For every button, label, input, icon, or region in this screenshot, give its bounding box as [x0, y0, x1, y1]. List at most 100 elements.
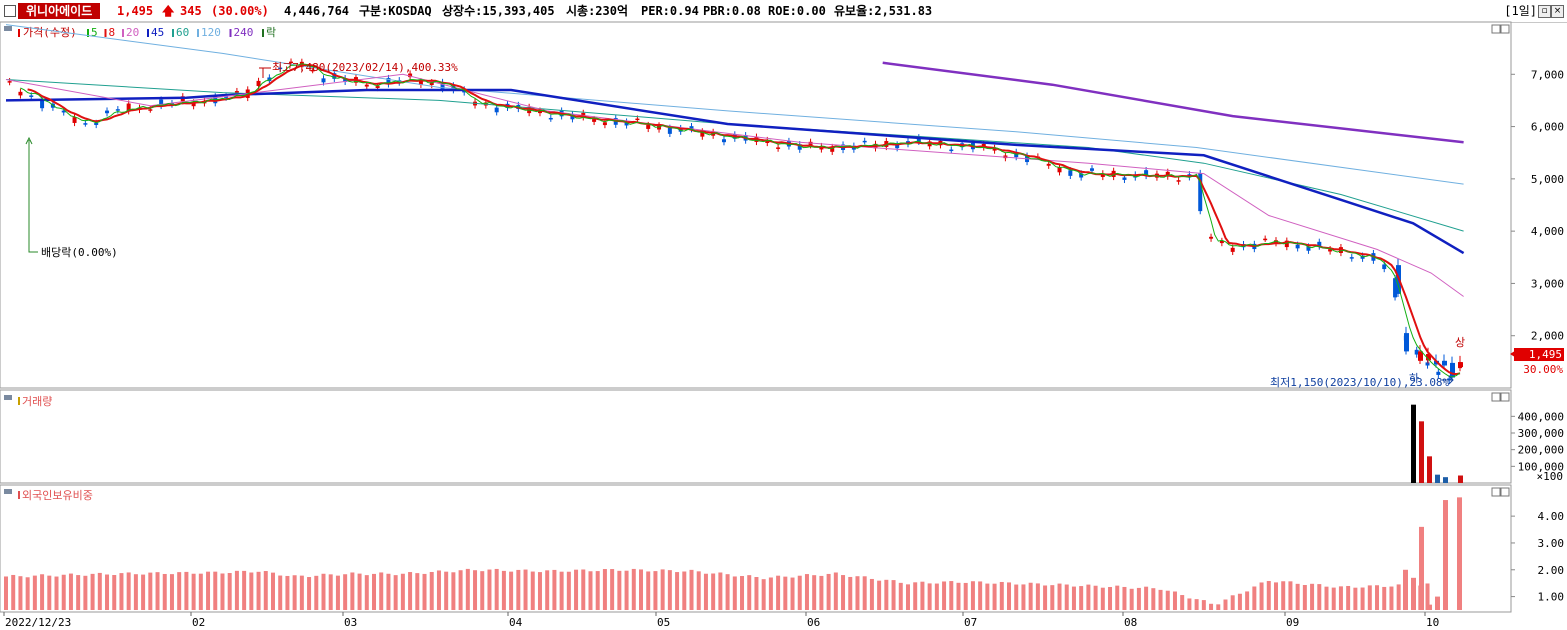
legend-ma-240: 240	[234, 26, 254, 39]
foreign-tick-label: 1.00	[1538, 591, 1565, 604]
ma45-line	[5, 88, 1465, 255]
ma8-line	[27, 63, 1461, 376]
stock-name[interactable]: 위니아에이드	[18, 3, 101, 19]
foreign-bar	[509, 571, 514, 610]
foreign-bar	[501, 570, 506, 610]
panel-menu-icon[interactable]	[4, 489, 12, 494]
foreign-bar	[1194, 599, 1199, 610]
foreign-bar	[1427, 604, 1432, 610]
panel-window-buttons[interactable]	[1491, 24, 1510, 497]
price-panel-frame	[0, 21, 1512, 389]
foreign-bar	[119, 573, 124, 610]
foreign-bar	[1043, 585, 1048, 610]
foreign-bar	[285, 575, 290, 610]
legend-swatch	[104, 29, 107, 37]
foreign-bar	[1245, 591, 1250, 610]
foreign-bar	[1389, 586, 1394, 610]
foreign-bar	[372, 573, 377, 610]
foreign-bar	[754, 577, 759, 610]
panel-menu-icon[interactable]	[4, 26, 12, 31]
candle	[321, 78, 326, 83]
close-icon[interactable]: ×	[1551, 5, 1564, 18]
candle	[234, 91, 239, 93]
foreign-bar	[1310, 583, 1315, 610]
volume-unit: ×100	[1537, 470, 1564, 483]
candle	[1263, 238, 1268, 241]
roe-value: ROE:0.00	[768, 4, 826, 18]
restore-icon[interactable]: ▫	[1538, 5, 1551, 18]
ma120-line	[5, 24, 1464, 185]
foreign-bar	[624, 570, 629, 610]
listed-shares: 상장수:15,393,405	[442, 4, 555, 18]
foreign-bar	[884, 579, 889, 610]
foreign-bar	[610, 569, 615, 610]
candle	[1057, 167, 1062, 173]
foreign-bar	[675, 572, 680, 610]
candle	[1144, 170, 1149, 176]
period-selector[interactable]: [1일]	[1504, 4, 1537, 18]
foreign-bar	[1021, 584, 1026, 610]
foreign-bar	[602, 569, 607, 610]
foreign-bar	[783, 576, 788, 610]
legend-swatch	[197, 29, 199, 37]
foreign-bar	[90, 573, 95, 610]
candle	[1230, 247, 1235, 252]
foreign-bar	[357, 573, 362, 610]
foreign-bar	[1425, 583, 1430, 610]
foreign-bar	[1122, 586, 1127, 610]
foreign-bar	[429, 571, 434, 610]
foreign-bar	[1172, 591, 1177, 610]
foreign-bar	[985, 583, 990, 610]
select-checkbox[interactable]	[4, 5, 16, 17]
foreign-bar	[646, 571, 651, 610]
candle	[689, 126, 694, 130]
foreign-bar	[1419, 526, 1424, 610]
legend-swatch	[262, 29, 264, 37]
foreign-bar	[32, 575, 37, 610]
foreign-bar	[978, 581, 983, 610]
foreign-bar	[155, 572, 160, 610]
foreign-bar	[249, 572, 254, 610]
foreign-bar	[747, 575, 752, 610]
candle	[646, 125, 651, 129]
price-tick-label: 7,000	[1531, 68, 1564, 81]
foreign-bar	[343, 574, 348, 610]
candle	[267, 77, 272, 82]
foreign-bar	[768, 577, 773, 610]
candle	[418, 81, 423, 85]
foreign-bar	[126, 572, 131, 610]
candle	[1328, 249, 1333, 252]
foreign-bar	[711, 573, 716, 610]
foreign-bar	[1396, 584, 1401, 610]
candle	[494, 107, 499, 113]
foreign-bar	[11, 574, 16, 610]
candle	[862, 140, 867, 143]
candle	[1046, 163, 1051, 166]
foreign-bar	[307, 577, 312, 610]
foreign-bar	[696, 571, 701, 610]
candle	[570, 114, 575, 120]
foreign-bar	[942, 581, 947, 610]
price-tick-label: 3,000	[1531, 277, 1564, 290]
foreign-bar	[105, 574, 110, 610]
candle	[429, 82, 434, 86]
candle	[94, 122, 99, 125]
foreign-bar	[516, 569, 521, 610]
foreign-bar	[559, 571, 564, 610]
foreign-bar	[1187, 598, 1192, 610]
foreign-bar	[826, 573, 831, 610]
x-tick-label: 04	[509, 616, 523, 629]
foreign-bar	[234, 570, 239, 610]
foreign-bar	[227, 573, 232, 610]
foreign-bar	[660, 569, 665, 610]
foreign-bar	[1382, 586, 1387, 610]
market-cap: 시총:230억	[566, 4, 629, 18]
panel-menu-icon[interactable]	[4, 395, 12, 400]
foreign-bar	[545, 570, 550, 610]
foreign-bar	[458, 570, 463, 610]
high-annotation: 최고7,480(2023/02/14),400.33%	[259, 61, 458, 78]
candle	[1393, 278, 1398, 298]
candle	[1273, 240, 1278, 244]
foreign-bar	[653, 571, 658, 610]
